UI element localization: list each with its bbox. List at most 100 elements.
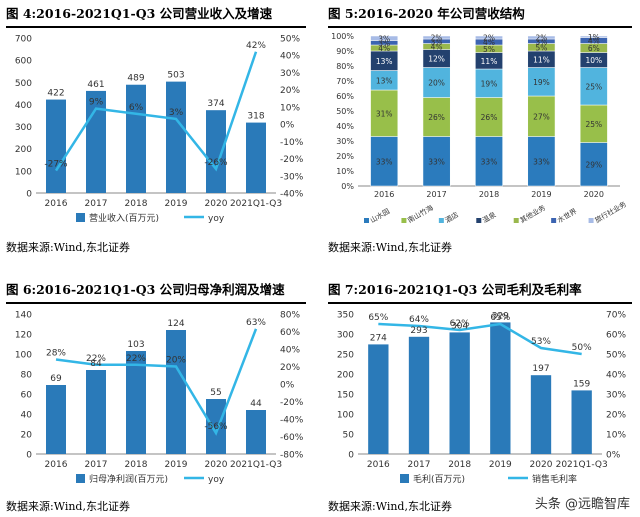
x-tick-label: 2019: [165, 199, 188, 209]
bar-data-label: 103: [127, 340, 144, 350]
y2-tick-label: -10%: [280, 138, 304, 148]
bar: [408, 336, 430, 454]
stack-segment: [527, 136, 556, 187]
bar: [246, 122, 266, 193]
y-tick-label: 20: [21, 431, 33, 441]
segment-data-label: 2%: [483, 34, 495, 43]
legend-swatch: [401, 218, 407, 223]
segment-data-label: 3%: [378, 39, 390, 48]
legend-swatch: [364, 218, 369, 223]
line-data-label: 64%: [409, 315, 429, 325]
x-tick-label: 2017: [426, 190, 446, 199]
stack-segment: [579, 67, 608, 106]
segment-data-label: 33%: [481, 157, 498, 166]
chart-title: 图 4:2016-2021Q1-Q3 公司营业收入及增速: [6, 2, 306, 28]
segment-data-label: 29%: [585, 160, 602, 169]
stack-segment: [475, 68, 503, 98]
y-tick-label: 0: [348, 451, 354, 461]
segment-data-label: 10%: [585, 56, 602, 65]
chart-source: 数据来源:Wind,东北证券: [6, 241, 130, 254]
legend-label: 酒店: [443, 210, 460, 225]
y2-tick-label: 0%: [280, 121, 295, 131]
legend-label: 旅行社业务: [593, 199, 628, 224]
x-tick-label: 2017: [85, 199, 108, 209]
bar: [490, 322, 511, 454]
y2-tick-label: 50%: [606, 351, 626, 361]
line-data-label: 62%: [450, 319, 470, 329]
segment-data-label: 19%: [533, 78, 550, 87]
legend-label: 营业收入(百万元): [89, 212, 159, 224]
x-tick-label: 2017: [408, 460, 431, 470]
bar: [46, 99, 66, 193]
y-tick-label: 20%: [336, 152, 354, 161]
y-tick-label: 700: [15, 35, 32, 45]
y2-tick-label: -60%: [280, 433, 304, 443]
x-tick-label: 2021Q1-Q3: [230, 460, 282, 470]
y2-tick-label: 60%: [280, 328, 300, 338]
bar: [86, 370, 106, 454]
segment-data-label: 4%: [431, 43, 443, 52]
x-tick-label: 2019: [489, 460, 512, 470]
legend-label: 其他业务: [518, 203, 547, 225]
bar-data-label: 124: [167, 319, 184, 329]
y-tick-label: 200: [15, 145, 32, 155]
line-data-label: -26%: [204, 158, 228, 168]
y-tick-label: 120: [15, 331, 32, 341]
bar: [206, 110, 226, 193]
legend-swatch: [76, 213, 85, 222]
y2-tick-label: 40%: [280, 52, 300, 62]
y-tick-label: 140: [15, 311, 32, 321]
y2-tick-label: 20%: [606, 411, 626, 421]
x-tick-label: 2020: [205, 199, 228, 209]
x-tick-label: 2019: [165, 460, 188, 470]
bar-data-label: 422: [47, 89, 64, 99]
line-data-label: 22%: [126, 354, 146, 364]
segment-data-label: 2%: [535, 34, 547, 43]
segment-data-label: 1%: [588, 33, 600, 42]
y-tick-label: 40: [21, 411, 33, 421]
segment-data-label: 33%: [376, 157, 393, 166]
bar-data-label: 304: [451, 321, 468, 331]
line-data-label: 50%: [572, 343, 592, 353]
x-tick-label: 2016: [45, 460, 68, 470]
y2-tick-label: 20%: [280, 363, 300, 373]
y-tick-label: 100%: [331, 32, 354, 41]
y2-tick-label: -30%: [280, 172, 304, 182]
legend-swatch: [551, 218, 557, 223]
y-tick-label: 300: [15, 123, 32, 133]
bar-data-label: 197: [532, 364, 549, 374]
y-tick-label: 200: [337, 371, 354, 381]
x-tick-label: 2020: [530, 460, 553, 470]
stack-segment: [422, 136, 451, 187]
segment-data-label: 4%: [378, 44, 390, 53]
y-tick-label: 600: [15, 57, 32, 67]
segment-data-label: 5%: [535, 43, 547, 52]
segment-data-label: 4%: [588, 37, 600, 46]
legend-swatch: [588, 218, 594, 223]
bar: [571, 390, 592, 454]
bar: [166, 81, 186, 193]
line-series: [378, 322, 582, 356]
chart-title: 图 5:2016-2020 年公司营收结构: [328, 2, 632, 28]
y-tick-label: 90%: [336, 47, 354, 56]
segment-data-label: 3%: [378, 34, 390, 43]
stack-segment: [579, 104, 608, 143]
y-tick-label: 80%: [336, 62, 354, 71]
line-series: [54, 51, 258, 172]
chart-panel-revenue: 图 4:2016-2021Q1-Q3 公司营业收入及增速 0 100 200 300 4…: [6, 2, 308, 258]
y-tick-label: 50%: [336, 107, 354, 116]
y2-tick-label: -20%: [280, 155, 304, 165]
legend-label: yoy: [208, 214, 225, 224]
bar-data-label: 55: [210, 388, 221, 398]
y-tick-label: 400: [15, 101, 32, 111]
segment-data-label: 27%: [533, 112, 550, 121]
segment-data-label: 11%: [481, 57, 498, 66]
legend-label: 水世界: [556, 206, 579, 224]
y2-tick-label: 40%: [280, 346, 300, 356]
x-tick-label: 2016: [45, 199, 68, 209]
segment-data-label: 3%: [535, 37, 547, 46]
y-tick-label: 500: [15, 79, 32, 89]
bar-data-label: 318: [247, 112, 264, 122]
segment-data-label: 12%: [428, 55, 445, 64]
bar-data-label: 293: [410, 326, 427, 336]
